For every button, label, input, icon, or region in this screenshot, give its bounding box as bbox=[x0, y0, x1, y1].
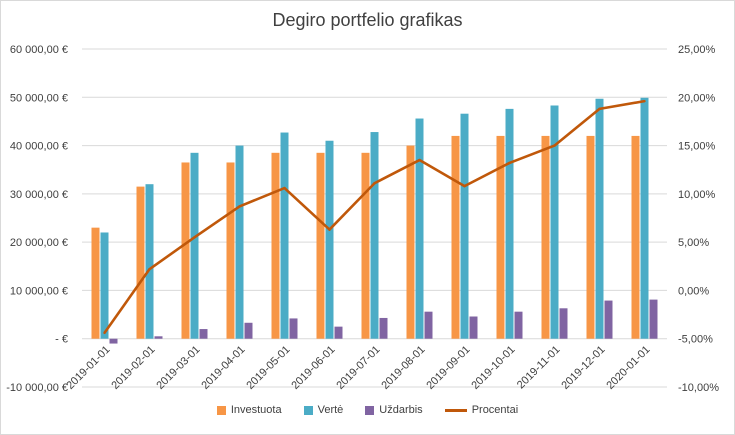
legend: Investuota Vertė Uždarbis Procentai bbox=[0, 404, 735, 416]
right-axis-tick-label: -5,00% bbox=[678, 334, 713, 346]
bar-u-darbis bbox=[154, 336, 163, 339]
x-axis-tick-label: 2019-07-01 bbox=[334, 344, 382, 392]
bar-investuota bbox=[226, 162, 235, 339]
legend-label: Procentai bbox=[471, 404, 519, 416]
x-axis-tick-label: 2019-09-01 bbox=[424, 344, 472, 392]
bar-investuota bbox=[91, 227, 100, 339]
line-point-procentai bbox=[463, 184, 466, 188]
x-axis-tick-label: 2019-05-01 bbox=[244, 344, 292, 392]
x-axis-tick-label: 2019-06-01 bbox=[289, 344, 337, 392]
bar-vert- bbox=[235, 145, 244, 339]
bar-u-darbis bbox=[559, 308, 568, 339]
x-axis-tick-label: 2019-03-01 bbox=[154, 344, 202, 392]
right-axis-tick-label: 5,00% bbox=[678, 237, 709, 249]
bar-u-darbis bbox=[289, 318, 298, 339]
left-axis-tick-label: 50 000,00 € bbox=[10, 92, 68, 104]
bar-vert- bbox=[325, 140, 334, 339]
left-axis-tick-label: - € bbox=[55, 334, 68, 346]
bar-u-darbis bbox=[199, 329, 208, 339]
line-point-procentai bbox=[193, 236, 196, 239]
line-point-procentai bbox=[598, 107, 601, 111]
legend-item: Vertė bbox=[303, 404, 344, 416]
left-axis-tick-label: 60 000,00 € bbox=[10, 44, 68, 56]
bar-u-darbis bbox=[469, 316, 478, 339]
bar-vert- bbox=[145, 184, 154, 339]
bar-investuota bbox=[586, 135, 595, 339]
x-axis-tick-label: 2019-12-01 bbox=[559, 344, 607, 392]
legend-item: Uždarbis bbox=[365, 404, 423, 416]
bar-u-darbis bbox=[649, 299, 658, 339]
bar-vert- bbox=[505, 108, 514, 339]
right-axis-tick-label: 10,00% bbox=[678, 189, 716, 201]
bar-vert- bbox=[280, 132, 289, 339]
bar-u-darbis bbox=[334, 326, 343, 339]
bar-investuota bbox=[406, 145, 415, 339]
line-point-procentai bbox=[643, 99, 646, 103]
right-axis-tick-label: 0,00% bbox=[678, 285, 709, 297]
legend-label: Uždarbis bbox=[379, 404, 423, 416]
line-point-procentai bbox=[283, 186, 286, 190]
line-point-procentai bbox=[418, 158, 421, 162]
bar-u-darbis bbox=[514, 311, 523, 339]
left-axis-tick-label: 10 000,00 € bbox=[10, 285, 68, 297]
bar-investuota bbox=[181, 162, 190, 339]
legend-item: Procentai bbox=[444, 404, 519, 416]
bar-vert- bbox=[415, 118, 424, 339]
legend-label: Vertė bbox=[317, 404, 344, 416]
bar-investuota bbox=[631, 135, 640, 339]
bar-vert- bbox=[640, 97, 649, 339]
bar-vert- bbox=[550, 105, 559, 339]
line-point-procentai bbox=[373, 182, 376, 185]
bar-vert- bbox=[190, 152, 199, 339]
right-axis-tick-label: -10,00% bbox=[678, 382, 719, 394]
x-axis-tick-label: 2019-01-01 bbox=[64, 344, 112, 392]
bar-u-darbis bbox=[244, 322, 253, 339]
x-axis-tick-label: 2019-11-01 bbox=[515, 344, 563, 392]
legend-swatch bbox=[365, 405, 375, 415]
bar-vert- bbox=[100, 232, 109, 339]
x-axis-tick-label: 2019-02-01 bbox=[109, 344, 157, 392]
legend-item: Investuota bbox=[216, 404, 282, 416]
bar-vert- bbox=[595, 98, 604, 339]
line-point-procentai bbox=[238, 205, 241, 208]
left-axis-tick-label: 20 000,00 € bbox=[10, 237, 68, 249]
x-axis-tick-label: 2019-10-01 bbox=[469, 344, 517, 392]
left-axis-tick-label: 30 000,00 € bbox=[10, 189, 68, 201]
chart-title: Degiro portfelio grafikas bbox=[272, 10, 463, 30]
x-axis-tick-label: 2019-08-01 bbox=[379, 344, 427, 392]
left-axis-tick-label: -10 000,00 € bbox=[6, 382, 68, 394]
bar-investuota bbox=[361, 152, 370, 339]
line-point-procentai bbox=[148, 267, 151, 271]
x-axis-tick-label: 2019-04-01 bbox=[199, 344, 247, 392]
left-axis-tick-label: 40 000,00 € bbox=[10, 141, 68, 153]
right-axis-tick-label: 15,00% bbox=[678, 141, 716, 153]
bar-investuota bbox=[541, 135, 550, 339]
bar-vert- bbox=[370, 132, 379, 339]
line-point-procentai bbox=[508, 161, 511, 165]
bar-vert- bbox=[460, 113, 469, 339]
bar-u-darbis bbox=[424, 311, 433, 339]
bar-investuota bbox=[136, 186, 145, 339]
line-point-procentai bbox=[103, 331, 106, 335]
legend-swatch bbox=[444, 408, 467, 412]
bar-u-darbis bbox=[379, 317, 388, 339]
right-axis-tick-label: 25,00% bbox=[678, 44, 716, 56]
legend-label: Investuota bbox=[230, 404, 282, 416]
bar-investuota bbox=[496, 135, 505, 339]
legend-swatch bbox=[216, 405, 226, 415]
bar-investuota bbox=[451, 135, 460, 339]
bar-investuota bbox=[316, 152, 325, 339]
x-axis-tick-label: 2020-01-01 bbox=[604, 344, 652, 392]
right-axis-tick-label: 20,00% bbox=[678, 92, 716, 104]
legend-swatch bbox=[303, 405, 313, 415]
line-point-procentai bbox=[553, 144, 556, 147]
line-point-procentai bbox=[328, 228, 331, 231]
bar-u-darbis bbox=[109, 338, 118, 344]
bar-u-darbis bbox=[604, 300, 613, 339]
bar-investuota bbox=[271, 152, 280, 339]
